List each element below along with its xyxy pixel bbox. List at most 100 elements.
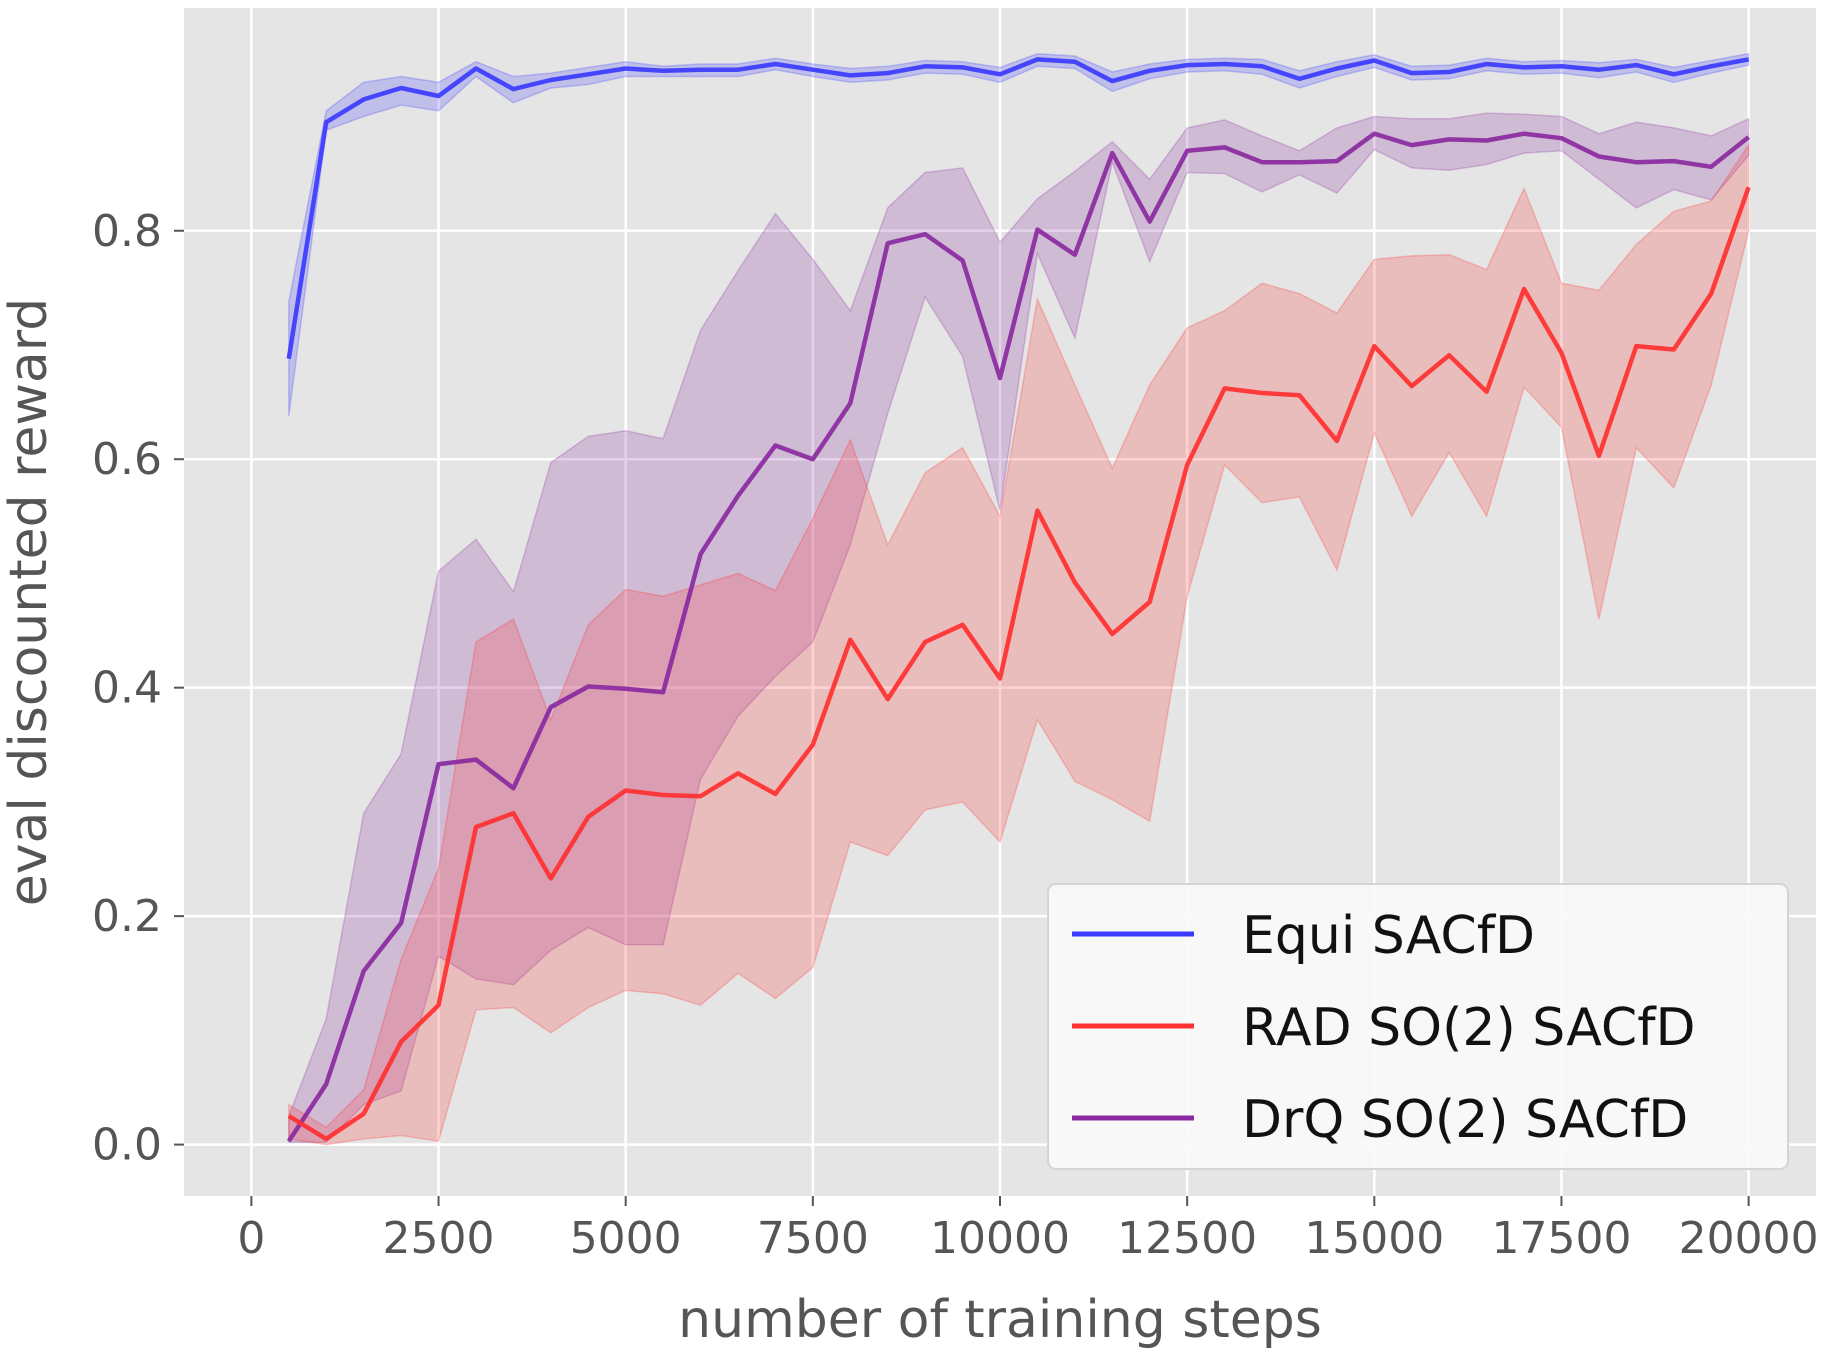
- data-point-rad-so-2-sacfd: [887, 698, 889, 700]
- data-point-rad-so-2-sacfd: [625, 790, 627, 792]
- data-point-rad-so-2-sacfd: [662, 794, 664, 796]
- band-rad-so-2-sacfd: [288, 142, 1750, 1146]
- data-point-rad-so-2-sacfd: [550, 878, 552, 880]
- data-point-drq-so-2-sacfd: [1112, 152, 1114, 154]
- data-point-drq-so-2-sacfd: [1374, 133, 1376, 135]
- data-point-equi-sacfd: [325, 121, 327, 123]
- data-point-drq-so-2-sacfd: [1748, 136, 1750, 138]
- data-point-drq-so-2-sacfd: [1149, 221, 1151, 223]
- data-point-drq-so-2-sacfd: [924, 233, 926, 235]
- band-equi-sacfd: [288, 52, 1750, 416]
- data-point-equi-sacfd: [924, 66, 926, 68]
- data-point-rad-so-2-sacfd: [1748, 187, 1750, 189]
- data-point-equi-sacfd: [400, 87, 402, 89]
- data-point-equi-sacfd: [1673, 74, 1675, 76]
- y-axis-label: eval discounted reward: [0, 298, 59, 907]
- data-point-equi-sacfd: [475, 68, 477, 70]
- data-point-equi-sacfd: [775, 63, 777, 65]
- x-tick-label: 20000: [1679, 1213, 1819, 1264]
- data-point-equi-sacfd: [1448, 71, 1450, 73]
- y-tick-label: 0.6: [92, 434, 162, 485]
- y-tick-label: 0.0: [92, 1120, 162, 1171]
- data-point-rad-so-2-sacfd: [513, 813, 515, 815]
- data-point-drq-so-2-sacfd: [1598, 156, 1600, 158]
- data-point-rad-so-2-sacfd: [1673, 349, 1675, 351]
- data-point-equi-sacfd: [1112, 80, 1114, 82]
- data-point-rad-so-2-sacfd: [1149, 601, 1151, 603]
- data-point-rad-so-2-sacfd: [288, 1115, 290, 1117]
- legend-label-rad-so-2-sacfd: RAD SO(2) SACfD: [1242, 998, 1696, 1058]
- data-point-drq-so-2-sacfd: [1336, 160, 1338, 162]
- data-point-equi-sacfd: [737, 69, 739, 71]
- data-point-equi-sacfd: [1523, 67, 1525, 69]
- data-point-drq-so-2-sacfd: [1299, 161, 1301, 163]
- data-point-equi-sacfd: [812, 69, 814, 71]
- data-point-drq-so-2-sacfd: [513, 787, 515, 789]
- data-point-equi-sacfd: [363, 99, 365, 101]
- x-tick-label: 5000: [570, 1213, 682, 1264]
- data-point-drq-so-2-sacfd: [887, 243, 889, 245]
- data-point-rad-so-2-sacfd: [700, 795, 702, 797]
- data-point-rad-so-2-sacfd: [438, 1004, 440, 1006]
- data-point-rad-so-2-sacfd: [1261, 392, 1263, 394]
- data-point-rad-so-2-sacfd: [812, 744, 814, 746]
- data-point-equi-sacfd: [550, 79, 552, 81]
- data-point-equi-sacfd: [1374, 60, 1376, 62]
- data-point-rad-so-2-sacfd: [588, 816, 590, 818]
- data-point-drq-so-2-sacfd: [775, 445, 777, 447]
- x-tick-label: 10000: [930, 1213, 1070, 1264]
- data-point-drq-so-2-sacfd: [1561, 137, 1563, 139]
- data-point-rad-so-2-sacfd: [1710, 293, 1712, 295]
- data-point-equi-sacfd: [1636, 64, 1638, 66]
- data-point-equi-sacfd: [700, 69, 702, 71]
- data-point-rad-so-2-sacfd: [999, 678, 1001, 680]
- x-tick-label: 2500: [383, 1213, 495, 1264]
- data-point-rad-so-2-sacfd: [1074, 582, 1076, 584]
- legend-label-equi-sacfd: Equi SACfD: [1242, 906, 1535, 966]
- data-point-equi-sacfd: [1561, 66, 1563, 68]
- y-tick-label: 0.2: [92, 891, 162, 942]
- data-point-rad-so-2-sacfd: [1448, 355, 1450, 357]
- data-point-rad-so-2-sacfd: [1037, 510, 1039, 512]
- data-point-equi-sacfd: [1224, 63, 1226, 65]
- data-point-equi-sacfd: [1261, 66, 1263, 68]
- data-point-rad-so-2-sacfd: [475, 826, 477, 828]
- data-point-drq-so-2-sacfd: [625, 688, 627, 690]
- x-tick-label: 7500: [757, 1213, 869, 1264]
- data-point-equi-sacfd: [588, 74, 590, 76]
- data-point-drq-so-2-sacfd: [999, 377, 1001, 379]
- data-point-drq-so-2-sacfd: [1074, 254, 1076, 256]
- y-tick-label: 0.4: [92, 663, 162, 714]
- data-point-equi-sacfd: [513, 88, 515, 90]
- data-point-equi-sacfd: [962, 67, 964, 69]
- data-point-rad-so-2-sacfd: [1598, 455, 1600, 457]
- data-point-drq-so-2-sacfd: [550, 706, 552, 708]
- data-point-drq-so-2-sacfd: [1486, 140, 1488, 142]
- data-point-drq-so-2-sacfd: [737, 495, 739, 497]
- data-point-drq-so-2-sacfd: [438, 763, 440, 765]
- legend-label-drq-so-2-sacfd: DrQ SO(2) SACfD: [1242, 1090, 1688, 1150]
- data-point-drq-so-2-sacfd: [962, 260, 964, 262]
- data-point-equi-sacfd: [1336, 68, 1338, 70]
- data-point-rad-so-2-sacfd: [850, 639, 852, 641]
- data-point-rad-so-2-sacfd: [962, 624, 964, 626]
- data-point-drq-so-2-sacfd: [475, 759, 477, 761]
- data-point-drq-so-2-sacfd: [700, 553, 702, 555]
- data-point-drq-so-2-sacfd: [1448, 139, 1450, 141]
- data-point-drq-so-2-sacfd: [1411, 144, 1413, 146]
- data-point-equi-sacfd: [887, 72, 889, 74]
- data-point-drq-so-2-sacfd: [400, 922, 402, 924]
- legend-box: [1047, 883, 1789, 1170]
- data-point-equi-sacfd: [1598, 69, 1600, 71]
- data-point-rad-so-2-sacfd: [1523, 288, 1525, 290]
- x-tick-label: 0: [237, 1213, 265, 1264]
- x-tick-label: 12500: [1117, 1213, 1257, 1264]
- data-point-equi-sacfd: [438, 95, 440, 97]
- data-point-drq-so-2-sacfd: [1037, 229, 1039, 231]
- series-line-drq-so-2-sacfd: [286, 131, 1750, 1143]
- series-line-equi-sacfd: [286, 57, 1750, 360]
- data-point-equi-sacfd: [999, 74, 1001, 76]
- confidence-bands: [288, 52, 1750, 1146]
